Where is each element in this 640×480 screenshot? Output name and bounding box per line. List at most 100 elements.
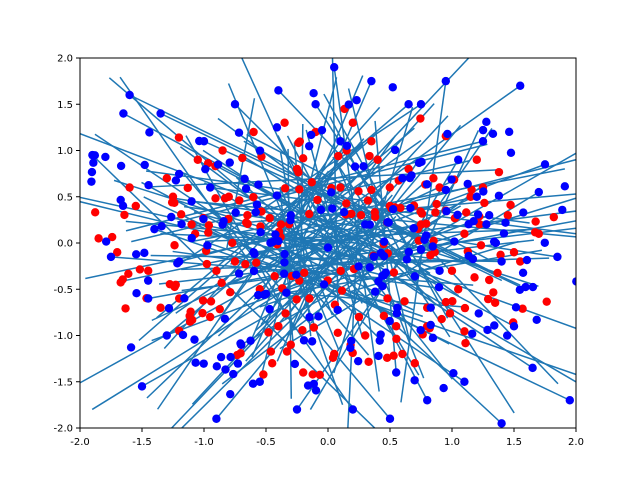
red-point: [298, 326, 307, 335]
red-point: [292, 295, 301, 304]
blue-point: [143, 276, 153, 285]
blue-point: [286, 216, 295, 225]
blue-point: [336, 137, 345, 146]
connector-line: [125, 220, 368, 245]
blue-point: [326, 188, 336, 197]
blue-point: [501, 218, 510, 227]
connector-line: [323, 93, 449, 319]
x-tick-label: 1.5: [506, 437, 522, 448]
blue-point: [398, 174, 407, 183]
red-point: [220, 194, 230, 203]
blue-point: [220, 314, 230, 324]
connector-line: [125, 140, 484, 232]
blue-point: [497, 257, 506, 266]
blue-point: [221, 365, 230, 374]
red-point: [259, 370, 268, 379]
data-points: [87, 63, 576, 428]
red-point: [230, 257, 240, 266]
blue-point: [497, 419, 506, 428]
blue-point: [307, 337, 317, 346]
y-tick-label: -1.0: [53, 331, 73, 342]
connector-line: [277, 135, 363, 304]
red-point: [470, 273, 479, 282]
blue-point: [157, 222, 166, 231]
red-point: [392, 334, 401, 344]
connector-line: [279, 189, 295, 348]
x-tick-label: 1.0: [444, 437, 460, 448]
connector-line: [138, 143, 364, 341]
blue-point: [212, 414, 221, 423]
red-point: [356, 210, 366, 220]
y-axis-ticks: -2.0 -1.5 -1.0 -0.5 0.0 0.5 1.0 1.5 2.0: [53, 54, 80, 435]
y-tick-label: 0.5: [57, 192, 73, 203]
blue-point: [234, 269, 244, 278]
blue-point: [572, 277, 576, 286]
blue-point: [316, 205, 326, 214]
blue-point: [305, 312, 314, 322]
red-point: [542, 297, 551, 306]
blue-point: [354, 262, 363, 271]
red-point: [204, 221, 214, 230]
blue-point: [385, 316, 394, 326]
blue-point: [369, 252, 379, 261]
red-point: [367, 137, 376, 146]
blue-point: [428, 333, 438, 343]
red-point: [437, 314, 446, 324]
blue-point: [226, 352, 235, 362]
red-point: [429, 174, 438, 183]
blue-point: [118, 201, 128, 211]
blue-point: [447, 175, 456, 184]
connector-line: [250, 75, 364, 340]
blue-point: [314, 312, 323, 321]
red-point: [294, 168, 303, 177]
blue-point: [328, 204, 337, 213]
blue-point: [504, 127, 514, 137]
blue-point: [156, 109, 165, 118]
red-point: [264, 328, 273, 337]
blue-point: [219, 217, 228, 226]
connector-line: [240, 152, 576, 346]
blue-point: [482, 117, 491, 127]
red-point: [490, 298, 500, 308]
blue-point: [248, 379, 258, 388]
blue-point: [144, 294, 153, 303]
blue-point: [89, 158, 98, 167]
blue-point: [416, 245, 426, 254]
blue-point: [116, 161, 126, 171]
blue-point: [101, 152, 110, 162]
blue-point: [309, 379, 319, 389]
connector-line: [177, 143, 488, 223]
y-tick-label: -0.5: [53, 285, 73, 296]
red-point: [124, 269, 133, 278]
red-point: [118, 275, 127, 284]
blue-point: [482, 220, 491, 229]
red-point: [361, 331, 370, 340]
blue-point: [234, 128, 244, 137]
red-point: [389, 351, 398, 360]
blue-point: [323, 243, 333, 252]
blue-point: [254, 180, 263, 189]
red-point: [305, 209, 314, 219]
blue-point: [162, 331, 171, 340]
red-point: [90, 208, 100, 217]
connector-line: [175, 139, 422, 314]
red-point: [385, 183, 395, 192]
blue-point: [190, 335, 199, 344]
red-point: [307, 178, 316, 187]
red-point: [202, 259, 212, 269]
red-point: [305, 294, 314, 303]
blue-point: [213, 160, 223, 169]
blue-point: [392, 368, 401, 377]
red-point: [483, 294, 493, 304]
red-point: [506, 200, 515, 210]
blue-point: [150, 224, 159, 234]
blue-point: [292, 270, 301, 280]
blue-point: [350, 162, 360, 171]
blue-point: [265, 304, 274, 314]
blue-point: [485, 211, 494, 220]
blue-point: [236, 339, 245, 348]
red-point: [370, 208, 380, 217]
red-point: [489, 288, 498, 297]
blue-point: [410, 376, 419, 385]
y-tick-label: 1.5: [57, 100, 73, 111]
